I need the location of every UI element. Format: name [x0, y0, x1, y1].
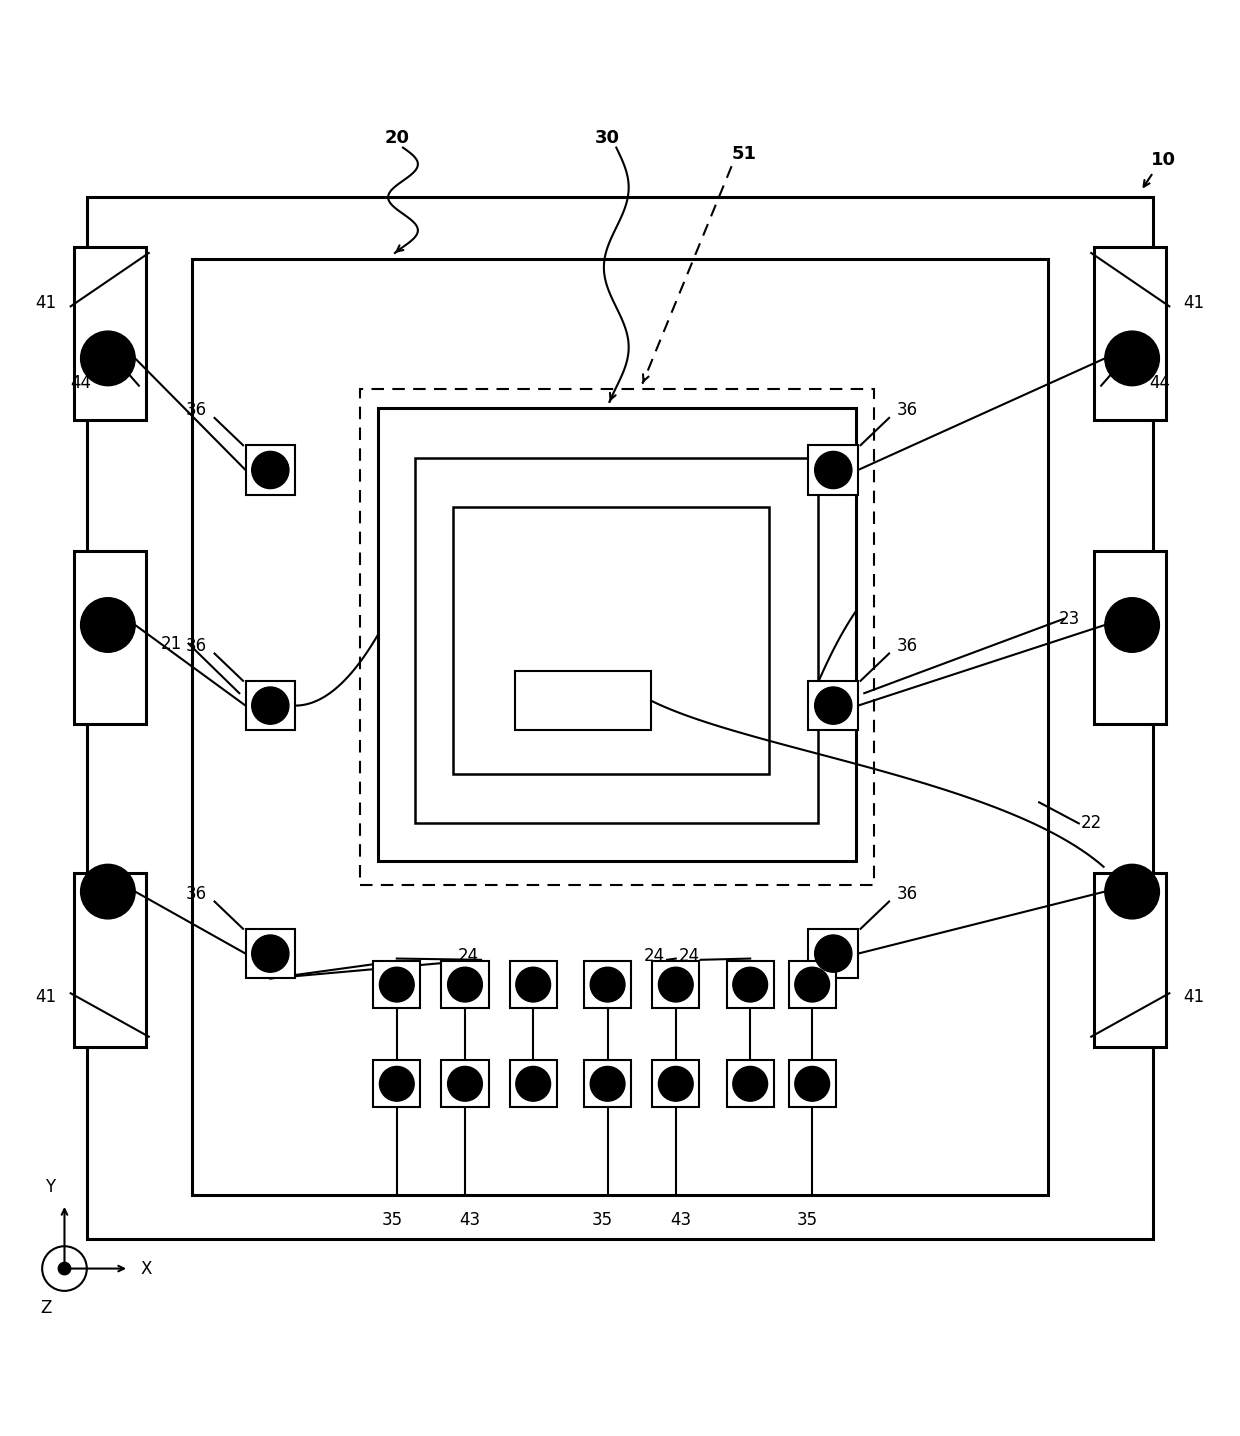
Circle shape [1105, 864, 1159, 919]
Bar [360, 389, 874, 886]
Bar [584, 961, 631, 1008]
Text: 35: 35 [381, 1211, 403, 1229]
Bar [74, 247, 146, 421]
Text: 35: 35 [591, 1211, 614, 1229]
Circle shape [252, 451, 289, 488]
Circle shape [516, 968, 551, 1002]
Text: 10: 10 [1151, 151, 1176, 169]
Text: 24: 24 [644, 948, 666, 965]
Text: 41: 41 [35, 988, 57, 1007]
Bar [789, 1060, 836, 1107]
Bar [453, 507, 769, 774]
Text: 36: 36 [897, 885, 919, 903]
Text: Y: Y [45, 1178, 55, 1196]
Text: 36: 36 [897, 638, 919, 655]
Bar [510, 961, 557, 1008]
Circle shape [448, 1067, 482, 1101]
Bar [1094, 550, 1166, 724]
Bar [246, 681, 295, 731]
Circle shape [252, 686, 289, 724]
Bar [515, 671, 651, 731]
Circle shape [590, 968, 625, 1002]
Text: 43: 43 [459, 1211, 481, 1229]
Bar [74, 550, 146, 724]
Text: 36: 36 [185, 885, 207, 903]
Circle shape [795, 968, 830, 1002]
Text: 35: 35 [796, 1211, 818, 1229]
Circle shape [81, 864, 135, 919]
Text: 22: 22 [1080, 814, 1102, 833]
Circle shape [81, 332, 135, 386]
Bar [1094, 247, 1166, 421]
Bar [373, 961, 420, 1008]
Circle shape [733, 1067, 768, 1101]
Bar [727, 961, 774, 1008]
Bar [74, 873, 146, 1047]
Text: 24: 24 [678, 948, 701, 965]
Bar [789, 961, 836, 1008]
Text: 24: 24 [458, 948, 480, 965]
Circle shape [448, 968, 482, 1002]
Text: 41: 41 [35, 293, 57, 312]
Bar [246, 445, 295, 495]
Circle shape [658, 1067, 693, 1101]
Circle shape [379, 968, 414, 1002]
Bar [87, 197, 1153, 1239]
Text: 30: 30 [595, 129, 620, 146]
Bar [584, 1060, 631, 1107]
Bar [373, 1060, 420, 1107]
Circle shape [1105, 332, 1159, 386]
Circle shape [252, 935, 289, 972]
Text: 36: 36 [185, 638, 207, 655]
Text: X: X [140, 1259, 153, 1278]
Circle shape [1105, 597, 1159, 652]
Text: Z: Z [40, 1300, 52, 1317]
Text: 41: 41 [1183, 988, 1205, 1007]
Circle shape [733, 968, 768, 1002]
Text: 23: 23 [1058, 610, 1080, 628]
Circle shape [590, 1067, 625, 1101]
Circle shape [815, 451, 852, 488]
Text: 44: 44 [1149, 375, 1169, 392]
Circle shape [815, 686, 852, 724]
Bar [378, 408, 856, 860]
Circle shape [795, 1067, 830, 1101]
Bar [192, 260, 1048, 1195]
Bar [1094, 873, 1166, 1047]
Bar [652, 1060, 699, 1107]
Bar [652, 961, 699, 1008]
Text: 36: 36 [185, 402, 207, 419]
Bar [808, 445, 858, 495]
Bar [808, 681, 858, 731]
Text: 43: 43 [670, 1211, 692, 1229]
Circle shape [815, 935, 852, 972]
Text: 21: 21 [160, 635, 182, 652]
Bar [441, 1060, 489, 1107]
Text: 41: 41 [1183, 293, 1205, 312]
Circle shape [58, 1262, 71, 1275]
Bar [415, 458, 818, 823]
Text: 20: 20 [384, 129, 409, 146]
Text: 51: 51 [732, 145, 756, 162]
Bar [246, 929, 295, 978]
Bar [441, 961, 489, 1008]
Bar [510, 1060, 557, 1107]
Bar [727, 1060, 774, 1107]
Circle shape [81, 597, 135, 652]
Text: 44: 44 [71, 375, 91, 392]
Circle shape [379, 1067, 414, 1101]
Bar [808, 929, 858, 978]
Text: 36: 36 [897, 402, 919, 419]
Circle shape [516, 1067, 551, 1101]
Circle shape [658, 968, 693, 1002]
